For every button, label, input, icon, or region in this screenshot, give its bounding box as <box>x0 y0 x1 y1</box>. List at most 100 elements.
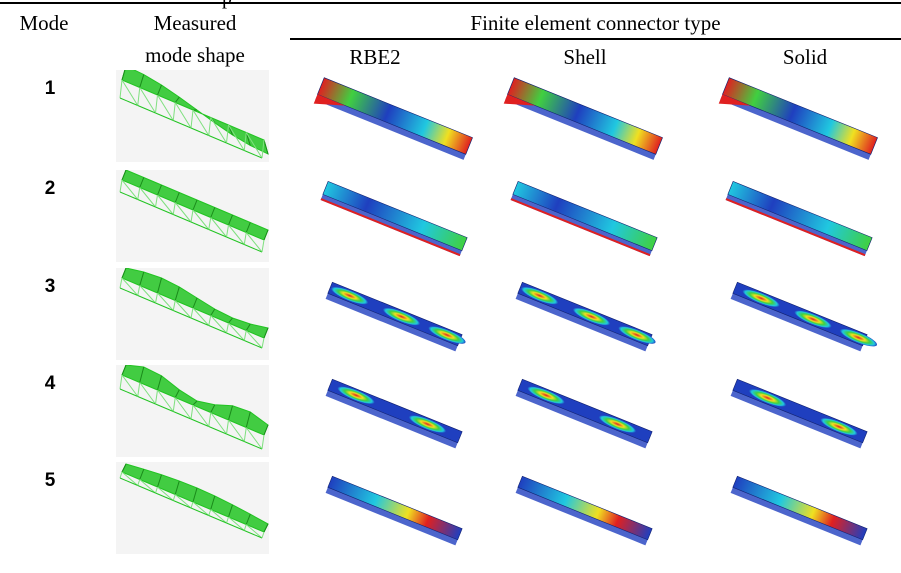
wireframe-web <box>172 202 176 215</box>
wireframe-web <box>155 292 158 304</box>
contour-beam-side <box>325 390 458 449</box>
wireframe-web <box>172 494 176 501</box>
group-header-rule <box>290 38 901 40</box>
contour-lobe <box>794 310 832 329</box>
contour-beam-top <box>512 181 658 251</box>
wireframe-rib <box>263 327 269 339</box>
rbe2-mode-1-contour <box>305 70 485 162</box>
wireframe-web <box>137 382 141 397</box>
wireframe-web <box>119 79 123 99</box>
wireframe-diagonal <box>139 285 156 304</box>
contour-beam-side <box>730 487 863 546</box>
contour-beam-side <box>325 293 458 352</box>
wireframe-bottom-chord <box>190 418 209 427</box>
wireframe-group <box>116 170 269 262</box>
wireframe-diagonal <box>157 94 174 121</box>
wireframe-rib <box>192 487 198 503</box>
wireframe-diagonal <box>245 524 263 539</box>
wireframe-diagonal <box>210 315 227 334</box>
wireframe-rib <box>139 271 145 286</box>
wireframe-rib <box>228 405 233 421</box>
wireframe-rib <box>121 268 127 279</box>
rbe2-mode-3-contour <box>305 268 485 360</box>
contour-beam-side <box>720 94 871 160</box>
wireframe-diagonal <box>121 277 139 296</box>
wireframe-bottom-chord <box>119 97 138 106</box>
contour-beam-group <box>730 475 868 546</box>
wireframe-web <box>137 87 141 106</box>
column-header-measured-line2: mode shape <box>145 43 245 67</box>
contour-lobe <box>520 286 559 305</box>
shell-mode-3-contour <box>495 268 675 360</box>
contour-beam-group <box>325 378 463 449</box>
contour-beam-side <box>515 390 648 449</box>
wireframe-web <box>119 471 123 479</box>
contour-twist-corner <box>313 94 346 106</box>
solid-mode-1-contour <box>710 70 890 162</box>
contour-beam-top <box>327 475 463 541</box>
contour-beam-top <box>722 77 878 155</box>
wireframe-bottom-chord <box>173 310 192 319</box>
wireframe-bottom-chord <box>173 500 192 509</box>
mode-number: 4 <box>44 373 56 394</box>
wireframe-rib <box>157 474 162 488</box>
wireframe-rib <box>139 366 145 383</box>
wireframe-bottom-chord <box>244 244 263 253</box>
contour-twist-corner <box>503 94 536 106</box>
contour-lobe <box>428 326 466 344</box>
column-group-header-fe-connector: Finite element connector type <box>470 11 721 35</box>
wireframe-web <box>261 531 265 539</box>
contour-beam-group <box>718 77 878 160</box>
contour-lobe <box>572 307 611 326</box>
wireframe-bottom-chord <box>208 515 227 524</box>
wireframe-rib <box>174 96 180 103</box>
rbe2-mode-4-contour <box>305 365 485 457</box>
contour-beam-side <box>515 293 648 352</box>
contour-beam-group <box>515 475 653 546</box>
wireframe-web <box>155 486 158 494</box>
mode-number: 5 <box>44 470 56 491</box>
wireframe-group <box>116 365 269 457</box>
wireframe-rib <box>210 308 216 316</box>
contour-lobe <box>330 286 369 305</box>
wireframe-diagonal <box>228 322 245 341</box>
wireframe-diagonal <box>210 117 227 144</box>
contour-beam-group <box>320 181 468 257</box>
wireframe-rib <box>245 411 251 428</box>
wireframe-diagonal <box>157 389 174 412</box>
contour-beam-top <box>317 77 473 155</box>
wireframe-rib <box>139 469 145 480</box>
wireframe-rib <box>245 514 251 525</box>
contour-beam-side <box>325 487 458 546</box>
wireframe-web <box>261 337 265 349</box>
wireframe-web <box>208 412 212 427</box>
wireframe-rib <box>139 74 145 88</box>
wireframe-rib <box>121 365 127 376</box>
contour-lobe <box>820 417 858 436</box>
wireframe-bottom-chord <box>244 340 263 349</box>
wireframe-web <box>119 277 123 289</box>
wireframe-web <box>226 224 229 238</box>
wireframe-bottom-chord <box>244 441 263 450</box>
wireframe-bottom-chord <box>155 112 174 121</box>
wireframe-bottom-chord <box>244 150 263 159</box>
wireframe-diagonal <box>245 330 263 349</box>
wireframe-rib <box>157 184 162 196</box>
contour-lobe <box>618 326 656 344</box>
wireframe-diagonal <box>192 109 210 136</box>
wireframe-web <box>172 102 176 121</box>
wireframe-bottom-chord <box>208 325 227 334</box>
contour-lobe <box>748 389 787 407</box>
wireframe-bottom-chord <box>137 396 156 405</box>
wireframe-web <box>190 109 194 129</box>
contour-beam-side <box>515 487 648 546</box>
contour-beam-group <box>730 378 868 449</box>
wireframe-web <box>190 307 194 319</box>
contour-beam-side <box>505 94 656 160</box>
wireframe-rib <box>210 495 216 510</box>
wireframe-rib <box>263 523 269 533</box>
shell-mode-4-contour <box>495 365 675 457</box>
wireframe-diagonal <box>228 516 245 531</box>
wireframe-bottom-chord <box>226 142 245 151</box>
wireframe-bottom-chord <box>173 214 192 223</box>
